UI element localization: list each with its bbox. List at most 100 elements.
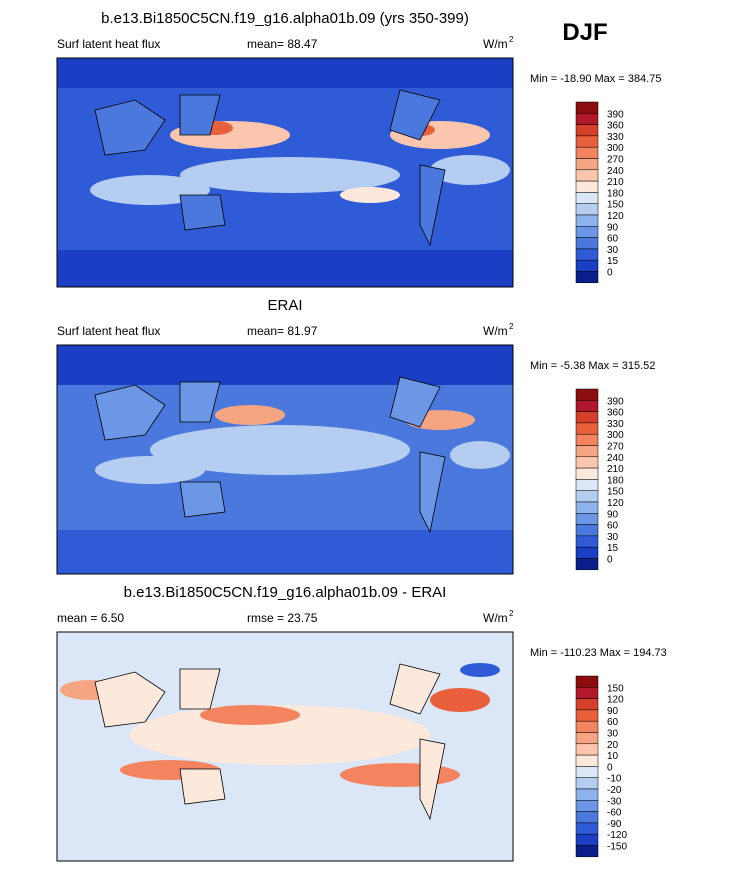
colorbar-box [575,146,599,159]
colorbar-label: -90 [607,819,622,830]
colorbar-label: 90 [607,706,619,717]
colorbar-box [575,203,599,216]
center-label: mean= 88.47 [247,37,318,51]
colorbar-box [575,822,599,835]
colorbar-box [575,743,599,756]
units-sup: 2 [509,322,514,331]
colorbar-box [575,833,599,846]
colorbar-label: -120 [607,830,627,841]
left-label: Surf latent heat flux [57,37,160,51]
colorbar-box [575,422,599,435]
units: W/m [483,611,508,625]
map [57,632,513,861]
colorbar-box [575,124,599,137]
colorbar-box [575,259,599,272]
colorbar-label: 270 [607,442,624,453]
season-label: DJF [562,19,607,46]
colorbar-box [575,687,599,699]
colorbar-box [575,169,599,182]
colorbar-label: -20 [607,785,622,796]
colorbar-box [575,546,599,559]
colorbar-label: 10 [607,751,619,762]
colorbar-label: 330 [607,419,624,430]
colorbar-label: 300 [607,430,624,441]
colorbar-label: 150 [607,200,624,211]
colorbar-box [575,754,599,767]
colorbar-box [575,214,599,227]
left-label: Surf latent heat flux [57,324,160,338]
panel-title: b.e13.Bi1850C5CN.f19_g16.alpha01b.09 - E… [124,584,447,601]
min-max: Min = -110.23 Max = 194.73 [530,647,667,659]
map [57,345,513,574]
colorbar-label: 270 [607,155,624,166]
colorbar-label: 120 [607,211,624,222]
colorbar-label: 390 [607,109,624,120]
colorbar-box [575,135,599,148]
units: W/m [483,324,508,338]
colorbar-box [575,535,599,548]
colorbar-label: 180 [607,475,624,486]
colorbar-box [575,766,599,778]
colorbar-box [575,501,599,514]
units: W/m [483,37,508,51]
center-label: rmse = 23.75 [247,611,318,625]
colorbar-box [575,192,599,204]
colorbar-label: 210 [607,177,624,188]
colorbar-label: 300 [607,143,624,154]
colorbar-label: 15 [607,543,619,554]
colorbar-box [575,513,599,525]
colorbar-box [575,490,599,503]
colorbar-box [575,524,599,537]
colorbar-box [575,800,599,812]
units-sup: 2 [509,35,514,44]
colorbar-box [575,433,599,446]
colorbar-box [575,271,599,284]
panel-title: b.e13.Bi1850C5CN.f19_g16.alpha01b.09 (yr… [101,10,469,27]
colorbar-box [575,811,599,824]
colorbar-label: 150 [607,683,624,694]
colorbar-label: -30 [607,796,622,807]
center-label: mean= 81.97 [247,324,318,338]
panel-title: ERAI [267,297,302,314]
units-sup: 2 [509,609,514,618]
colorbar-label: 240 [607,166,624,177]
colorbar-box [575,479,599,491]
colorbar-label: 90 [607,509,619,520]
colorbar-box [575,180,599,193]
colorbar-box [575,558,599,571]
colorbar-label: 360 [607,121,624,132]
colorbar-box [575,845,599,858]
colorbar-label: 30 [607,245,619,256]
colorbar-label: 15 [607,256,619,267]
colorbar-label: 240 [607,453,624,464]
colorbar-box [575,698,599,711]
min-max: Min = -18.90 Max = 384.75 [530,73,661,85]
map [57,58,513,287]
colorbar-box [575,237,599,250]
colorbar-label: 120 [607,695,624,706]
colorbar-box [575,400,599,412]
colorbar-label: 90 [607,222,619,233]
colorbar-label: 120 [607,498,624,509]
colorbar-label: -10 [607,774,622,785]
colorbar-box [575,467,599,480]
left-label: mean = 6.50 [57,611,124,625]
colorbar-label: 60 [607,717,619,728]
colorbar-box [575,777,599,790]
colorbar-box [575,788,599,801]
min-max: Min = -5.38 Max = 315.52 [530,360,655,372]
colorbar-box [575,158,599,171]
colorbar-box [575,113,599,125]
colorbar-box [575,675,599,688]
colorbar-box [575,226,599,238]
colorbar-label: 210 [607,464,624,475]
colorbar-box [575,411,599,424]
colorbar-box [575,445,599,458]
colorbar-label: 360 [607,408,624,419]
colorbar-label: 180 [607,188,624,199]
colorbar-label: 0 [607,555,613,566]
colorbar-label: 60 [607,521,619,532]
colorbar-label: 20 [607,740,619,751]
colorbar-label: -60 [607,808,622,819]
